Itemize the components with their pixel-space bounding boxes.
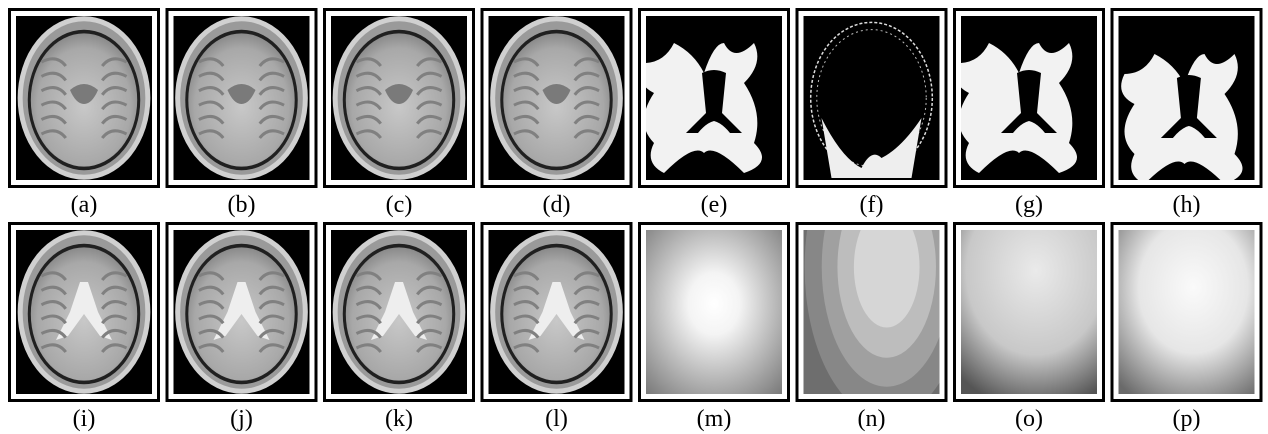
bias-field <box>646 230 782 394</box>
panel-label: (p) <box>1173 406 1201 432</box>
panel: (o) <box>955 224 1104 433</box>
panel-image <box>174 230 310 394</box>
panel: (j) <box>167 224 316 433</box>
panel: (h) <box>1112 10 1261 219</box>
panel-image <box>956 16 1097 180</box>
panel-image <box>1119 16 1255 184</box>
panel: (c) <box>325 10 474 219</box>
panel-image <box>646 230 782 394</box>
panel-image <box>174 16 310 180</box>
panel: (g) <box>955 10 1104 219</box>
panel-image <box>804 16 940 180</box>
panel-label: (a) <box>71 192 98 218</box>
panel: (m) <box>640 224 789 433</box>
panel-image <box>1119 230 1255 394</box>
panel: (l) <box>482 224 631 433</box>
panel-label: (e) <box>701 192 728 218</box>
panel-image <box>489 16 625 180</box>
panel: (a) <box>10 10 159 219</box>
panel-image <box>961 230 1097 394</box>
panel-label: (o) <box>1015 406 1043 432</box>
panel-image <box>641 16 782 180</box>
panel: (p) <box>1112 224 1261 433</box>
panel-label: (g) <box>1015 192 1043 218</box>
panel-label: (h) <box>1173 192 1201 218</box>
figure: (a) (b) (c) (d) (e) (f) (g) (h) (i) (j) (k) (l) (m) (… <box>0 0 1268 434</box>
panel: (f) <box>797 10 946 219</box>
panel: (b) <box>167 10 316 219</box>
panel-label: (n) <box>858 406 886 432</box>
panel-image <box>16 16 152 180</box>
panel-image <box>16 230 152 394</box>
panel-label: (l) <box>545 406 568 432</box>
bias-field <box>1119 230 1255 394</box>
panel-label: (m) <box>697 406 732 432</box>
panel-image <box>489 230 625 394</box>
image-bg <box>804 16 940 180</box>
panel-label: (i) <box>73 406 96 432</box>
bias-field <box>961 230 1097 394</box>
panel-label: (f) <box>860 192 884 218</box>
panel: (k) <box>325 224 474 433</box>
panel: (e) <box>640 10 789 219</box>
panel-label: (d) <box>543 192 571 218</box>
panel-label: (k) <box>385 406 413 432</box>
panel-image <box>331 16 467 180</box>
panel-image <box>331 230 467 394</box>
panel-label: (b) <box>228 192 256 218</box>
panel-label: (c) <box>386 192 413 218</box>
panel: (d) <box>482 10 631 219</box>
panel-label: (j) <box>230 406 253 432</box>
panel: (i) <box>10 224 159 433</box>
